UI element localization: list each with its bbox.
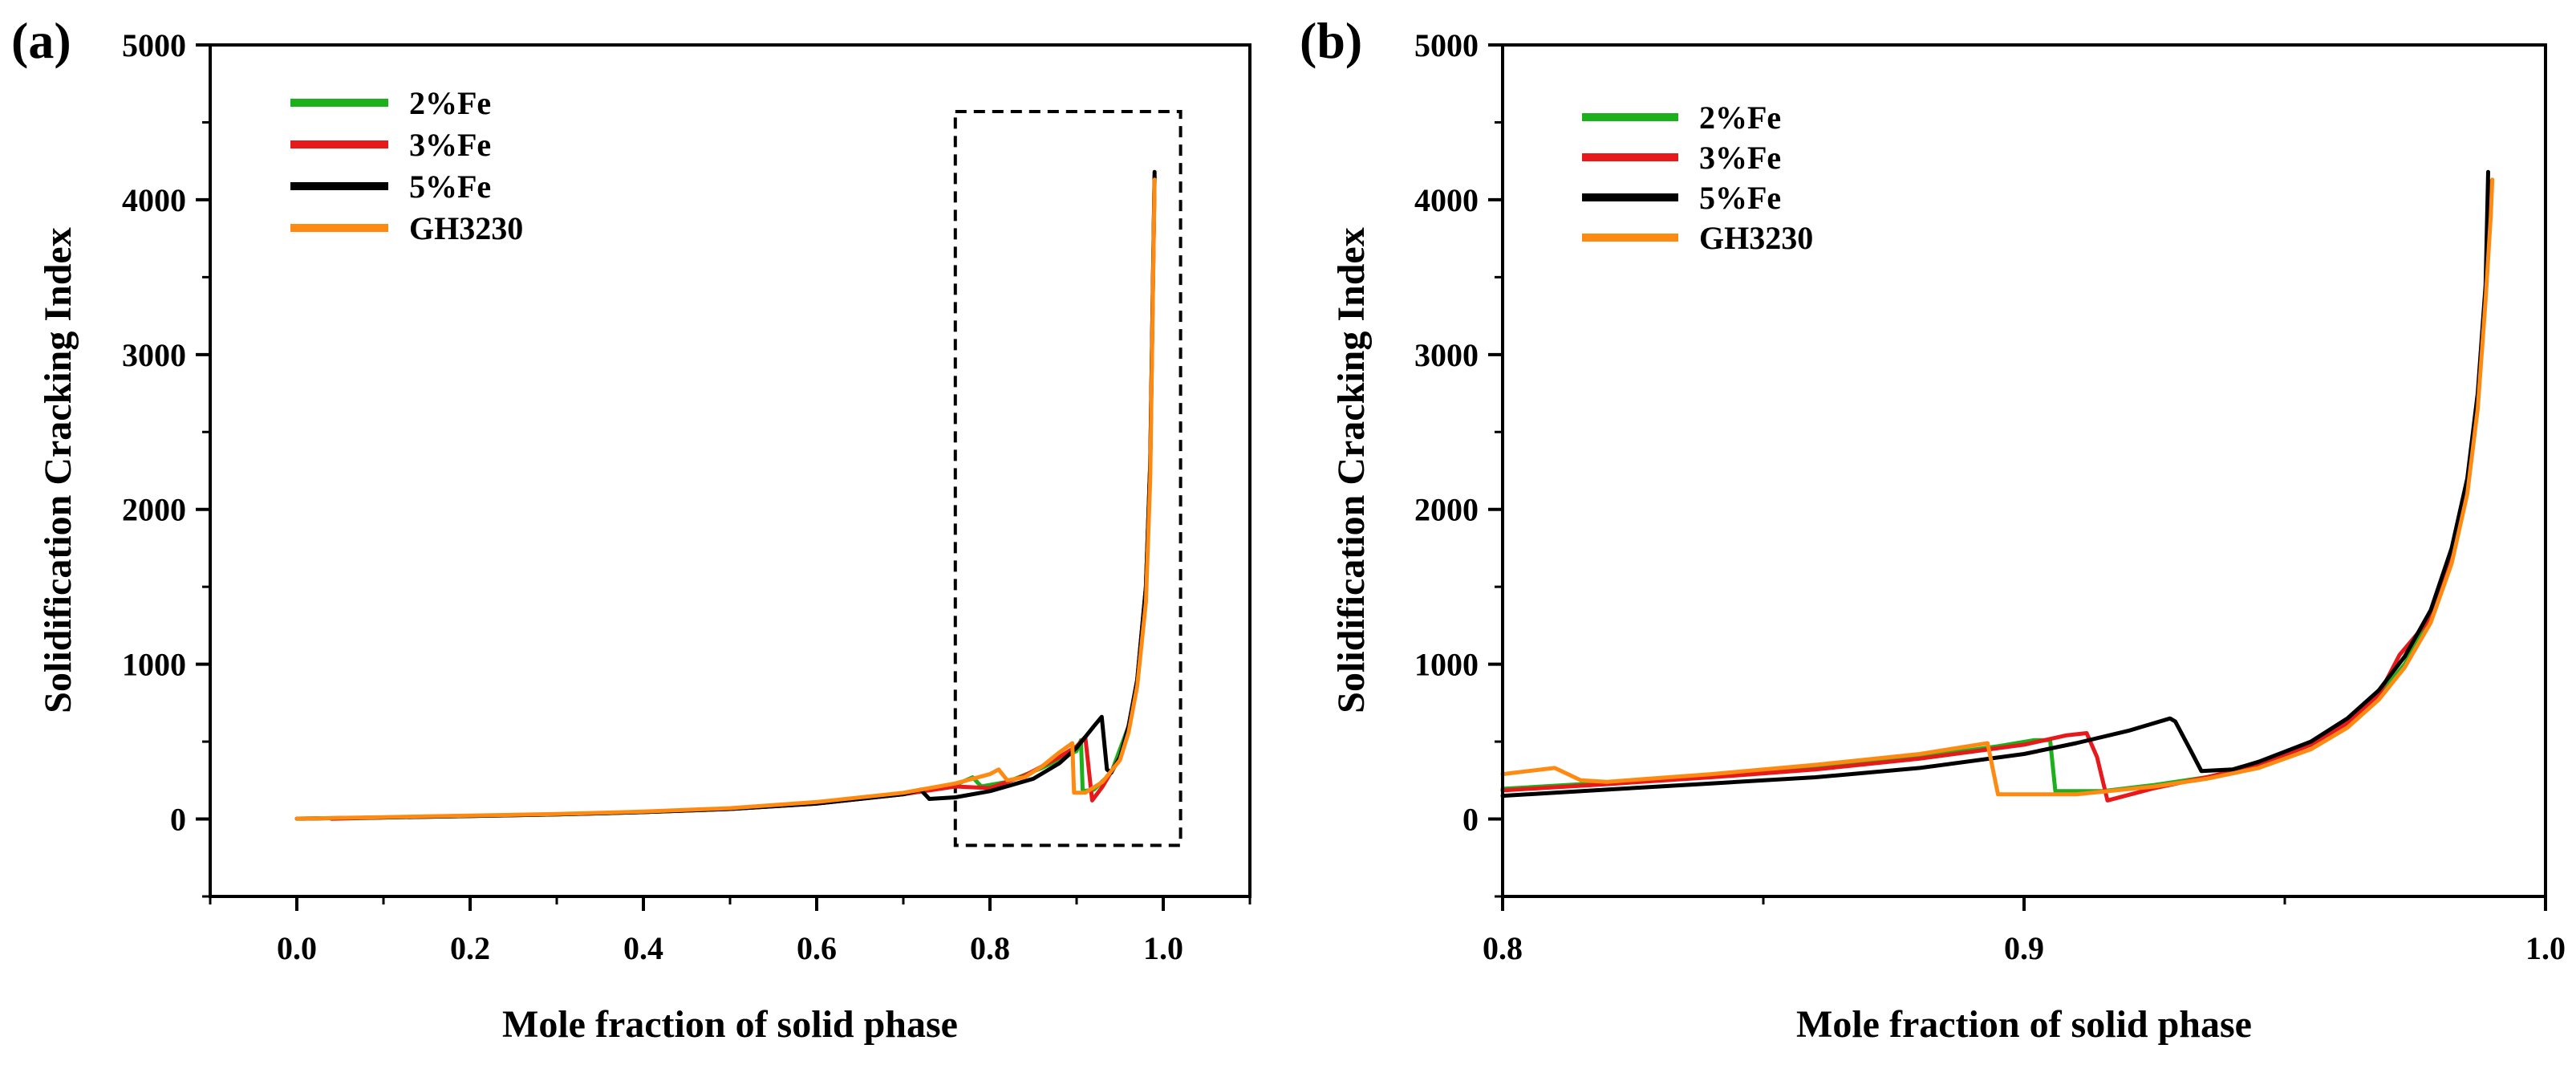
legend-a-3fe-label: 3%Fe <box>409 127 491 163</box>
panel-a-y-tick-labels: 0 1000 2000 3000 4000 5000 <box>122 27 186 838</box>
panel-b-x-tick-label-2: 1.0 <box>2525 930 2566 966</box>
panel-a-series-3-fe <box>329 174 1157 821</box>
legend-b-3fe-label: 3%Fe <box>1699 140 1781 176</box>
panel-a-x-tick-labels: 0.0 0.2 0.4 0.6 0.8 1.0 <box>277 930 1183 966</box>
panel-a-x-tick-label-5: 1.0 <box>1143 930 1183 966</box>
panel-a-y-ticks <box>196 43 210 898</box>
panel-b-plot-frame <box>1501 43 2547 898</box>
panel-a-legend: 2%Fe 3%Fe 5%Fe GH3230 <box>290 85 523 246</box>
panel-b-y-tick-labels: 0 1000 2000 3000 4000 5000 <box>1414 27 1479 838</box>
panel-b-y-ticks <box>1488 43 1503 898</box>
panel-b-y-tick-label-1: 1000 <box>1414 647 1479 683</box>
panel-b-series-5-fe <box>1500 169 2490 799</box>
panel-a-x-ticks <box>209 896 1251 911</box>
panel-a-x-tick-label-0: 0.0 <box>277 930 317 966</box>
panel-a-series-gh3230 <box>294 177 1157 821</box>
panel-a-x-tick-label-3: 0.6 <box>797 930 837 966</box>
panel-a-plot-area <box>294 109 1183 847</box>
panel-b-series-2-fe <box>1500 182 2493 794</box>
panel-a-zoom-region-box <box>953 109 1183 847</box>
panel-b-x-tick-label-0: 0.8 <box>1483 930 1523 966</box>
panel-b-x-tick-labels: 0.8 0.9 1.0 <box>1483 930 2566 966</box>
panel-b-series-3-fe <box>1500 179 2493 803</box>
panel-a-y-axis-title: Solidification Cracking Index <box>37 227 79 713</box>
panel-b-x-tick-label-1: 0.9 <box>2004 930 2044 966</box>
panel-b-y-axis-title: Solidification Cracking Index <box>1330 227 1373 713</box>
panel-b-label: (b) <box>1300 12 1362 69</box>
panel-b-series-gh3230 <box>1500 177 2495 797</box>
panel-b-y-tick-label-0: 0 <box>1462 802 1479 838</box>
panel-a-x-axis-title: Mole fraction of solid phase <box>502 1003 958 1046</box>
legend-b-2fe-label: 2%Fe <box>1699 100 1781 136</box>
panel-a-x-tick-label-2: 0.4 <box>623 930 663 966</box>
legend-b-5fe-label: 5%Fe <box>1699 180 1781 216</box>
panel-a-y-tick-label-2: 2000 <box>122 492 186 528</box>
legend-a-2fe-label: 2%Fe <box>409 85 491 121</box>
panel-a-y-tick-label-4: 4000 <box>122 182 186 218</box>
panel-b-y-tick-label-4: 4000 <box>1414 182 1479 218</box>
panel-b-legend: 2%Fe 3%Fe 5%Fe GH3230 <box>1582 100 1813 256</box>
panel-b-x-axis-title: Mole fraction of solid phase <box>1796 1003 2252 1046</box>
panel-a-series-2-fe <box>294 174 1157 821</box>
panel-b-y-tick-label-3: 3000 <box>1414 337 1479 373</box>
panel-b-y-tick-label-5: 5000 <box>1414 27 1479 63</box>
panel-b-plot-area <box>1500 169 2495 803</box>
legend-a-5fe-label: 5%Fe <box>409 169 491 205</box>
panel-a-y-tick-label-3: 3000 <box>122 337 186 373</box>
panel-b-y-tick-label-2: 2000 <box>1414 492 1479 528</box>
panel-a-y-tick-label-5: 5000 <box>122 27 186 63</box>
panel-a-label: (a) <box>11 12 71 69</box>
panel-a-x-tick-label-4: 0.8 <box>970 930 1010 966</box>
panel-a: (a) 0.0 0.2 0.4 0.6 0.8 1.0 0 1000 2000 3000 4000… <box>11 12 1251 1046</box>
panel-a-y-tick-label-0: 0 <box>170 802 186 838</box>
panel-a-y-tick-label-1: 1000 <box>122 647 186 683</box>
panel-b-x-ticks <box>1501 896 2547 911</box>
panel-a-plot-frame <box>209 43 1251 898</box>
legend-b-gh3230-label: GH3230 <box>1699 220 1813 256</box>
legend-a-gh3230-label: GH3230 <box>409 210 523 246</box>
panel-a-x-tick-label-1: 0.2 <box>450 930 490 966</box>
panel-b: (b) 0.8 0.9 1.0 0 1000 2000 3000 4000 5000 Mole… <box>1300 12 2566 1046</box>
panel-a-series-5-fe <box>294 169 1157 821</box>
